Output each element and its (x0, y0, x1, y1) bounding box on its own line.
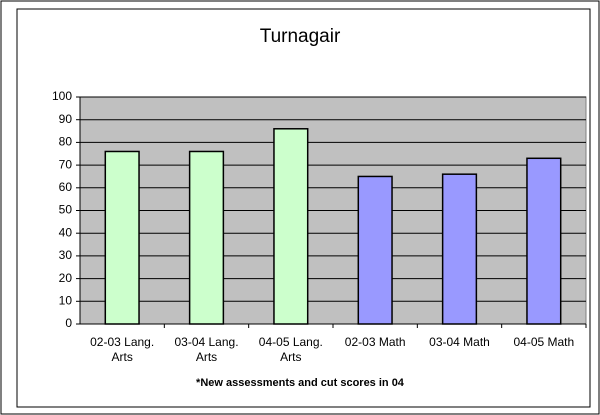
x-tick-label: 04-05 Math (513, 335, 575, 349)
x-tick-label: 04-05 Lang. Arts (258, 335, 323, 364)
bar (273, 128, 309, 325)
y-tick-label: 0 (65, 316, 72, 330)
bar (188, 150, 225, 325)
y-tick-label: 30 (59, 248, 73, 262)
chart-title: Turnagair (259, 26, 341, 47)
y-tick-label: 10 (59, 293, 73, 307)
y-tick-label: 90 (59, 112, 73, 126)
x-tick-label: 02-03 Lang. Arts (90, 335, 155, 364)
y-tick-label: 50 (59, 203, 73, 217)
y-tick-label: 100 (52, 89, 72, 103)
footnote: *New assessments and cut scores in 04 (196, 377, 404, 389)
y-tick-label: 40 (59, 225, 73, 239)
y-tick-label: 80 (59, 135, 73, 149)
bar (104, 150, 140, 325)
y-tick-label: 60 (59, 180, 73, 194)
bar (441, 173, 478, 325)
bar (526, 157, 562, 325)
y-tick-label: 20 (59, 271, 73, 285)
y-tick-label: 70 (59, 157, 73, 171)
x-tick-label: 03-04 Lang. Arts (174, 335, 239, 364)
bar (357, 175, 393, 325)
x-tick-label: 02-03 Math (344, 335, 406, 349)
x-tick-label: 03-04 Math (429, 335, 490, 349)
